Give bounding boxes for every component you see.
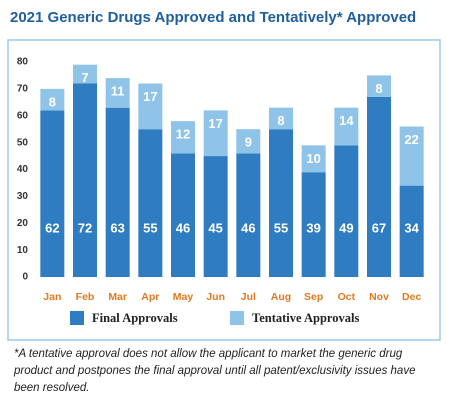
bar-segment [367,96,391,277]
x-tick-label: Apr [141,291,159,303]
y-tick-label: 30 [17,191,29,202]
value-label: 8 [375,81,382,96]
y-tick-label: 70 [17,84,29,95]
footnote: *A tentative approval does not allow the… [14,348,416,394]
bar-segment [367,75,391,97]
bar-segment [269,107,293,130]
y-tick-label: 10 [17,245,29,256]
legend-swatch [70,311,84,325]
bar-segment [171,121,195,154]
bar-segment [138,129,163,277]
value-label: 62 [45,220,59,235]
value-label: 46 [176,220,190,235]
x-tick-label: Jan [43,291,61,303]
y-tick-label: 50 [17,137,29,148]
value-label: 8 [277,113,284,128]
value-label: 22 [404,132,418,147]
value-label: 9 [245,135,252,150]
value-label: 12 [176,127,190,142]
x-tick-label: Dec [402,291,421,303]
bar-segment [334,145,359,277]
bar-segment [203,156,228,277]
bar-segment [105,107,130,277]
x-tick-label: Jul [241,291,256,303]
value-label: 46 [241,220,255,235]
legend-swatch [230,311,244,325]
x-tick-label: Oct [338,291,356,303]
bar-segment [236,129,261,154]
bar-segment [203,110,228,157]
x-tick-label: Feb [76,291,95,303]
chart-frame [7,39,441,341]
value-label: 49 [339,220,353,235]
bar-segment [40,88,65,111]
y-tick-label: 80 [17,57,29,68]
value-label: 10 [306,151,320,166]
x-tick-label: Sep [304,291,323,303]
bar-segment [73,83,97,277]
value-label: 14 [339,113,354,128]
value-label: 11 [111,84,125,99]
value-label: 55 [274,220,288,235]
y-tick-label: 40 [17,164,29,175]
value-label: 34 [404,220,419,235]
value-label: 17 [208,116,222,131]
legend-label: Tentative Approvals [252,311,359,325]
x-tick-label: May [173,291,194,303]
value-label: 72 [78,220,92,235]
bar-segment [73,64,97,84]
y-tick-label: 20 [17,218,29,229]
y-tick-label: 60 [17,110,29,121]
bar-segment [399,126,424,186]
value-label: 45 [208,220,222,235]
x-tick-label: Mar [108,291,127,303]
chart: 2021 Generic Drugs Approved and Tentativ… [7,9,441,341]
value-label: 67 [372,220,386,235]
bar-segment [399,185,424,277]
legend-label: Final Approvals [92,311,178,325]
y-tick-label: 0 [22,272,28,283]
chart-title: 2021 Generic Drugs Approved and Tentativ… [10,9,416,26]
value-label: 17 [143,89,157,104]
value-label: 55 [143,220,157,235]
bar-segment [334,107,359,146]
bar-segment [301,145,326,173]
value-label: 39 [306,220,320,235]
x-tick-label: Jun [206,291,225,303]
bar-segment [105,78,130,108]
value-label: 8 [49,94,56,109]
bar-segment [40,110,65,277]
bar-segment [171,153,195,277]
x-tick-label: Nov [369,291,389,303]
value-label: 7 [81,70,88,85]
value-label: 63 [110,220,124,235]
bar-segment [269,129,293,277]
bar-segment [236,153,261,277]
bar-segment [138,83,163,130]
bar-segment [301,172,326,277]
x-tick-label: Aug [271,291,291,303]
